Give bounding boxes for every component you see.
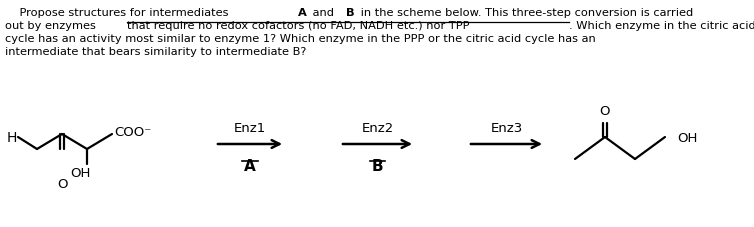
Text: Enz3: Enz3 — [490, 121, 523, 134]
Text: O: O — [57, 177, 67, 190]
Text: O: O — [599, 105, 610, 118]
Text: Propose structures for intermediates: Propose structures for intermediates — [5, 8, 232, 18]
Text: B: B — [346, 8, 355, 18]
Text: out by enzymes: out by enzymes — [5, 21, 100, 31]
Text: OH: OH — [70, 166, 90, 179]
Text: A: A — [298, 8, 307, 18]
Text: A: A — [244, 158, 256, 173]
Text: intermediate that bears similarity to intermediate B?: intermediate that bears similarity to in… — [5, 47, 306, 57]
Text: in the scheme below. This three-step conversion is carried: in the scheme below. This three-step con… — [357, 8, 694, 18]
Text: Enz2: Enz2 — [361, 121, 394, 134]
Text: Enz1: Enz1 — [234, 121, 266, 134]
Text: . Which enzyme in the citric acid: . Which enzyme in the citric acid — [569, 21, 754, 31]
Text: and: and — [309, 8, 338, 18]
Text: that require no redox cofactors (no FAD, NADH etc.) nor TPP: that require no redox cofactors (no FAD,… — [127, 21, 470, 31]
Text: B: B — [372, 158, 383, 173]
Text: cycle has an activity most similar to enzyme 1? Which enzyme in the PPP or the c: cycle has an activity most similar to en… — [5, 34, 596, 44]
Text: H: H — [7, 131, 17, 144]
Text: OH: OH — [677, 131, 697, 144]
Text: COO⁻: COO⁻ — [114, 126, 152, 139]
